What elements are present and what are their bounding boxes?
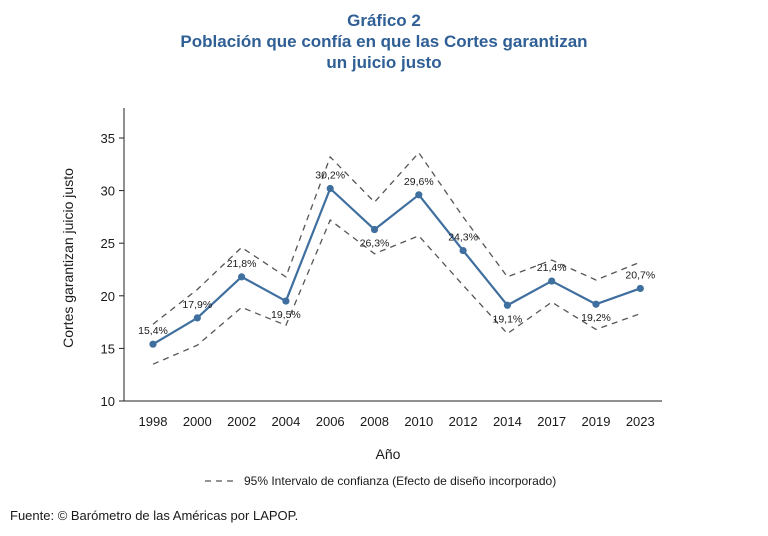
y-tick-label: 15 (101, 341, 115, 356)
x-tick-label: 2010 (404, 414, 433, 429)
y-axis-title: Cortes garantizan juicio justo (60, 168, 76, 348)
data-label: 21,4% (537, 262, 567, 274)
chart-title-line2: Población que confía en que las Cortes g… (180, 32, 588, 51)
data-label: 15,4% (138, 325, 168, 337)
data-label: 30,2% (315, 169, 345, 181)
data-label: 19,5% (271, 309, 301, 321)
data-labels: 15,4% 17,9% 21,8% 19,5% 30,2% 26,3% 29,6% 24,3%… (138, 169, 655, 337)
x-tick-label: 2006 (316, 414, 345, 429)
x-tick-label: 1998 (139, 414, 168, 429)
data-point (238, 273, 246, 281)
data-point (415, 191, 423, 199)
data-label: 26,3% (360, 238, 390, 250)
legend-text: 95% Intervalo de confianza (Efecto de di… (244, 474, 556, 488)
data-point (548, 277, 556, 285)
y-tick-label: 25 (101, 236, 115, 251)
data-point (636, 284, 644, 293)
data-label: 29,6% (404, 176, 434, 188)
x-tick-label: 2014 (493, 414, 522, 429)
axes: 10 15 20 25 30 35 1998 2000 2002 2004 2006 2008 2010… (101, 108, 662, 429)
y-tick-label: 20 (101, 289, 115, 304)
y-tick-label: 30 (101, 184, 115, 199)
data-label: 19,1% (493, 313, 523, 325)
y-tick-label: 35 (101, 131, 115, 146)
chart-title-line1: Gráfico 2 (347, 11, 421, 30)
x-tick-label: 2008 (360, 414, 389, 429)
data-label: 21,8% (227, 258, 257, 270)
y-tick-label: 10 (101, 394, 115, 409)
data-point (193, 314, 201, 322)
x-tick-label: 2017 (537, 414, 566, 429)
data-point (503, 301, 511, 309)
x-tick-label: 2023 (626, 414, 655, 429)
x-tick-label: 2004 (271, 414, 300, 429)
series-layer (149, 184, 644, 348)
confidence-interval-lines (152, 151, 641, 365)
data-point (282, 297, 290, 305)
source-note: Fuente: © Barómetro de las Américas por … (10, 508, 299, 523)
ci-upper-line (152, 151, 641, 325)
data-point (370, 225, 379, 234)
chart-title-line3: un juicio justo (326, 53, 442, 72)
legend: 95% Intervalo de confianza (Efecto de di… (205, 474, 556, 488)
data-point (459, 246, 467, 255)
data-label: 17,9% (182, 299, 212, 311)
data-label: 19,2% (581, 312, 611, 324)
data-label: 20,7% (625, 269, 655, 281)
data-point (149, 340, 157, 348)
data-point (592, 300, 600, 308)
data-point (326, 184, 334, 193)
ci-lower-line (152, 219, 641, 365)
x-tick-label: 2000 (183, 414, 212, 429)
chart-title: Gráfico 2 Población que confía en que la… (0, 10, 768, 73)
x-tick-label: 2012 (449, 414, 478, 429)
series-line (152, 187, 641, 346)
x-axis-title: Año (376, 446, 401, 462)
data-label: 24,3% (448, 232, 478, 244)
x-tick-label: 2019 (582, 414, 611, 429)
x-tick-label: 2002 (227, 414, 256, 429)
